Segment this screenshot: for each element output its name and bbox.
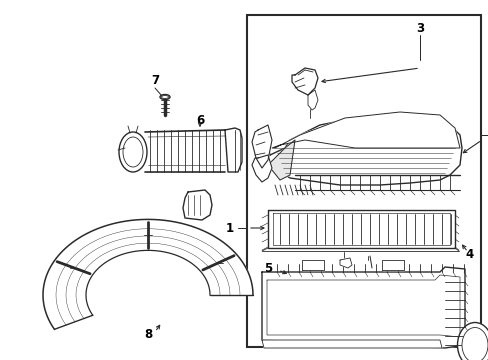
Text: 5: 5 [264, 261, 271, 274]
Polygon shape [381, 260, 403, 270]
Polygon shape [264, 115, 461, 185]
Polygon shape [251, 125, 271, 168]
Polygon shape [302, 260, 324, 270]
Text: 3: 3 [415, 22, 423, 35]
Polygon shape [266, 275, 459, 337]
Polygon shape [262, 267, 464, 348]
Ellipse shape [457, 323, 488, 360]
Polygon shape [339, 258, 351, 268]
Polygon shape [271, 112, 459, 148]
Ellipse shape [119, 132, 147, 172]
Ellipse shape [160, 94, 170, 99]
Text: 1: 1 [225, 221, 234, 234]
Ellipse shape [123, 137, 142, 167]
Polygon shape [183, 190, 212, 220]
Polygon shape [262, 340, 441, 348]
Polygon shape [267, 210, 454, 248]
Text: 4: 4 [465, 248, 473, 261]
Polygon shape [291, 68, 317, 95]
Ellipse shape [161, 95, 168, 99]
Polygon shape [267, 140, 294, 180]
Bar [246, 15, 480, 347]
Polygon shape [224, 128, 242, 172]
Polygon shape [272, 213, 449, 245]
Text: 6: 6 [196, 113, 203, 126]
Text: 8: 8 [143, 328, 152, 342]
Polygon shape [251, 155, 271, 182]
Text: 7: 7 [151, 73, 159, 86]
Polygon shape [43, 219, 252, 329]
Ellipse shape [461, 328, 487, 360]
Polygon shape [307, 90, 317, 110]
